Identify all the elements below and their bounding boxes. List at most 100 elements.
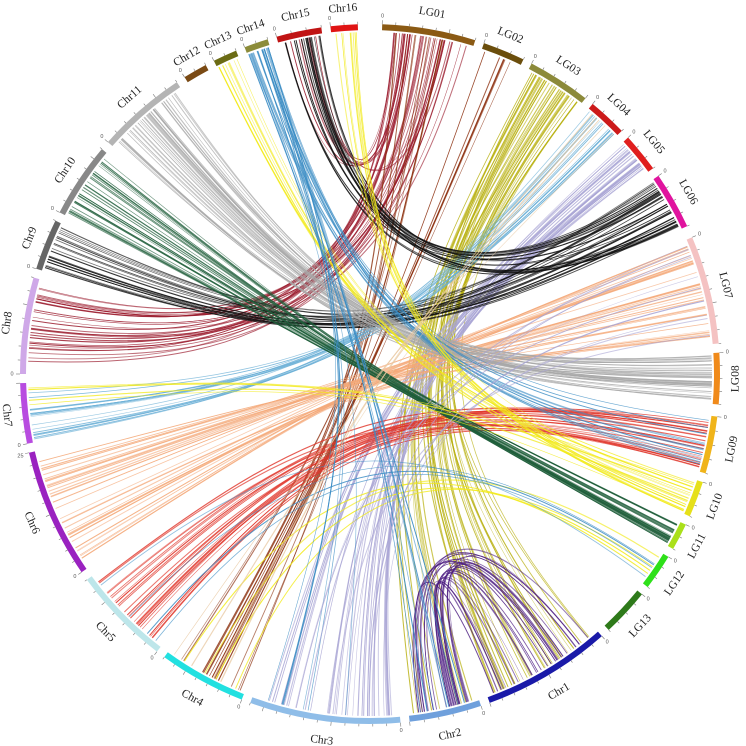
link-line [29,391,685,510]
link-line [148,112,712,360]
segment-lg11 [667,522,686,549]
link-line [280,165,642,705]
link-line [174,125,606,655]
label-lg13: LG13 [627,612,654,640]
link-line [161,102,712,361]
segment-lg10 [684,480,703,517]
link-line [44,299,704,480]
link-line [55,255,692,509]
tick-mark [564,80,567,84]
link-chr4-lg04 [174,113,614,683]
tick-mark [112,612,115,615]
segment-chr16 [330,24,358,33]
tick-mark [548,674,552,679]
tick-mark [275,711,278,714]
tick-mark [58,538,62,541]
tick-mark [104,139,109,143]
tick-mark [47,231,51,233]
link-line [250,53,343,710]
label-chr4: Chr4 [179,687,205,709]
link-line [153,108,713,377]
tick-mark [93,590,96,593]
tick-label-zero: 0 [151,655,154,661]
tick-mark [694,504,697,507]
link-line [417,559,564,712]
link-lg11-chr10 [68,158,678,544]
tick-mark [452,713,454,717]
segment-lg02 [481,43,524,65]
link-line [441,101,578,677]
tick-mark [204,62,206,66]
tick-mark [523,57,525,60]
segment-chr10 [59,149,107,216]
tick-mark [672,548,676,551]
segment-lg03 [528,63,586,103]
link-line [347,245,688,716]
link-line [129,465,655,618]
tick-mark [23,443,28,445]
tick-mark [114,130,117,133]
tick-label-25: 25 [17,453,23,459]
link-line [28,32,395,352]
tick-mark [489,702,492,707]
tick-mark [239,699,243,704]
link-lg08-chr11 [118,92,713,400]
tick-mark [542,67,545,70]
tick-mark [621,128,624,132]
tick-mark [173,664,175,667]
link-line [447,563,559,702]
link-line [28,388,689,499]
tick-mark [37,490,41,492]
tick-label-zero: 0 [726,350,729,356]
tick-label-zero: 0 [237,705,240,711]
tick-mark [692,235,696,238]
tick-mark [612,119,615,122]
segment-chr7 [20,383,33,444]
tick-mark [608,629,611,633]
segment-chr2 [408,700,482,722]
link-line [33,133,615,434]
link-line [133,425,702,622]
tick-mark [559,667,562,671]
segment-lg06 [653,175,688,229]
tick-mark [627,134,632,138]
tick-mark [254,40,257,44]
tick-mark [510,51,512,54]
link-chr5-lg12 [100,460,655,641]
tick-label-zero: 0 [632,130,635,136]
link-line [126,419,704,616]
link-line [284,42,676,273]
tick-mark [101,602,105,606]
tick-mark [501,698,504,701]
link-line [426,558,568,710]
link-line [135,124,712,399]
tick-label-zero: 0 [709,482,712,488]
label-chr14: Chr14 [235,17,266,38]
tick-mark [154,651,158,656]
tick-mark [687,224,690,227]
link-line [227,62,691,494]
tick-mark [289,714,291,718]
tick-label-zero: 0 [273,26,276,32]
tick-mark [143,103,146,106]
tick-mark [474,37,477,41]
link-line [332,334,710,715]
tick-mark [228,694,231,698]
tick-label-zero: 0 [674,559,677,565]
link-line [121,137,712,399]
link-line [442,561,564,705]
link-line [62,336,711,524]
tick-mark [249,702,251,706]
tick-label-zero: 0 [664,169,667,175]
tick-mark [647,586,650,589]
link-lg10-chr16 [335,32,692,512]
tick-mark [55,210,60,213]
label-chr5: Chr5 [93,620,118,645]
link-chr3-lg07 [295,245,710,717]
tick-marks: 0 0 0 0 0 0 0 0 0 0 0 0 0 0 0 0 0 0 0 0 0 0 0 0 0 0 0 0 0 25 [10,14,728,734]
label-lg12: LG12 [662,569,687,598]
link-line [171,95,713,375]
link-line [266,47,701,463]
tick-mark [22,303,27,305]
label-lg09: LG09 [723,435,740,464]
